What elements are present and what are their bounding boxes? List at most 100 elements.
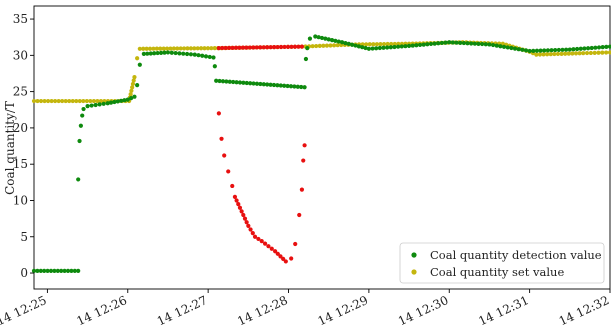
data-point: [80, 113, 85, 118]
data-point: [158, 50, 164, 55]
data-point: [173, 50, 178, 56]
data-point: [259, 239, 264, 244]
data-point: [265, 45, 270, 50]
data-point: [76, 268, 81, 273]
data-point: [360, 45, 365, 50]
data-point: [285, 44, 291, 49]
data-point: [165, 50, 171, 55]
data-point: [381, 41, 387, 47]
data-point: [258, 81, 263, 87]
data-point: [314, 43, 319, 49]
data-point: [241, 80, 246, 85]
data-point: [319, 35, 325, 41]
data-point: [244, 45, 249, 50]
data-point: [363, 45, 368, 51]
data-point: [77, 98, 82, 104]
data-point: [582, 46, 587, 51]
data-point: [316, 35, 321, 40]
data-point: [236, 202, 241, 207]
data-point: [171, 46, 176, 51]
data-point: [604, 44, 609, 50]
data-point: [211, 55, 216, 60]
data-point: [266, 244, 271, 249]
data-point: [129, 88, 134, 93]
data-point: [93, 102, 98, 108]
data-point: [76, 177, 81, 182]
data-point: [141, 51, 146, 56]
data-point: [578, 46, 583, 51]
data-point: [88, 98, 93, 104]
data-point: [31, 98, 37, 104]
series-2: [216, 44, 307, 264]
data-point: [91, 98, 96, 104]
data-point: [335, 43, 340, 48]
data-point: [534, 48, 540, 53]
data-point: [592, 50, 597, 55]
data-point: [607, 50, 611, 55]
data-point: [512, 46, 518, 51]
data-point: [589, 45, 594, 51]
y-tick-label: 25: [13, 85, 28, 99]
data-point: [585, 46, 591, 51]
data-point: [596, 50, 601, 55]
data-point: [548, 52, 553, 57]
series-1: [31, 34, 611, 273]
data-point: [38, 268, 43, 273]
data-point: [256, 236, 261, 242]
data-point: [283, 259, 288, 264]
data-point: [396, 44, 401, 49]
data-point: [155, 50, 160, 56]
data-point: [333, 38, 338, 43]
data-point: [181, 46, 187, 51]
data-point: [53, 98, 58, 104]
data-point: [239, 209, 244, 214]
data-point: [509, 45, 514, 51]
data-point: [364, 42, 369, 47]
data-point: [520, 47, 525, 52]
legend-label: Coal quantity set value: [430, 265, 564, 279]
data-point: [42, 268, 47, 273]
data-point: [214, 78, 219, 83]
data-point: [573, 51, 579, 56]
data-point: [130, 81, 136, 87]
data-point: [439, 40, 445, 46]
data-point: [472, 41, 477, 46]
data-point: [279, 44, 284, 50]
data-point: [158, 46, 163, 51]
data-point: [301, 158, 306, 163]
data-point: [122, 98, 127, 103]
data-point: [450, 40, 456, 45]
plot-frame: [33, 5, 611, 290]
data-point: [542, 48, 547, 53]
data-point: [381, 45, 386, 50]
data-point: [600, 50, 605, 55]
data-point: [130, 85, 135, 90]
data-point: [115, 99, 120, 104]
data-point: [132, 94, 137, 99]
data-point: [48, 268, 54, 273]
data-point: [465, 41, 470, 46]
data-point: [555, 51, 561, 57]
data-point: [108, 100, 114, 105]
data-point: [222, 153, 227, 158]
data-point: [596, 45, 602, 50]
data-point: [251, 45, 256, 50]
data-point: [292, 84, 297, 89]
data-point: [168, 46, 173, 51]
data-point: [425, 42, 430, 47]
data-point: [289, 44, 294, 49]
data-point: [480, 41, 485, 47]
data-point: [132, 75, 137, 80]
data-point: [98, 98, 104, 104]
data-point: [137, 62, 142, 67]
data-point: [246, 223, 251, 228]
data-point: [254, 81, 260, 86]
data-point: [282, 83, 287, 88]
data-point: [52, 268, 57, 273]
data-point: [188, 52, 194, 57]
data-point: [443, 40, 448, 45]
y-tick-label: 15: [13, 157, 28, 171]
data-point: [350, 42, 355, 47]
data-point: [567, 47, 572, 52]
data-point: [118, 98, 124, 103]
